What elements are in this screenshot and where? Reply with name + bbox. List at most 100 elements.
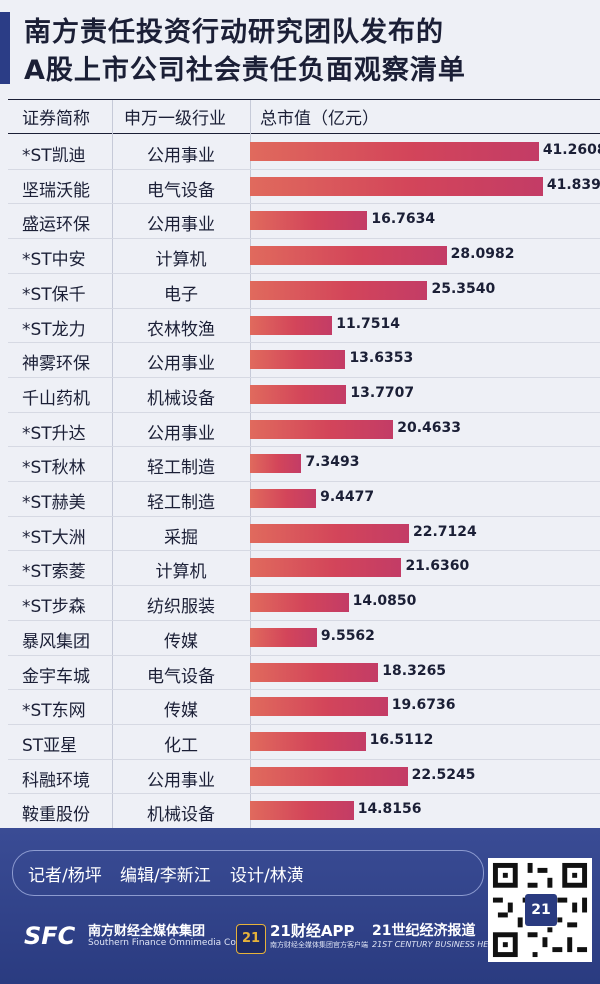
bar-value-label: 28.0982	[450, 246, 515, 263]
bar	[250, 662, 379, 682]
row-industry: 轻工制造	[147, 458, 215, 479]
row-divider	[8, 203, 600, 205]
title-accent-bar	[0, 12, 10, 84]
bar-value-label: 22.7124	[412, 523, 477, 540]
row-name: *ST升达	[22, 423, 86, 444]
row-name: *ST保千	[22, 284, 86, 305]
row-name: 鞍重股份	[22, 805, 90, 826]
sfc-name: 南方财经全媒体集团	[88, 924, 206, 939]
bar	[250, 593, 349, 613]
app-name: 21财经APP	[270, 922, 355, 940]
row-industry: 计算机	[155, 562, 207, 583]
bar	[250, 766, 408, 786]
bar-value-label: 18.3265	[382, 662, 447, 679]
row-divider	[8, 619, 600, 621]
bar-value-label: 13.6353	[349, 350, 414, 367]
bar	[250, 315, 333, 335]
row-name: 金宇车城	[22, 666, 90, 687]
bar-value-label: 41.2608	[542, 142, 600, 158]
bar	[250, 350, 346, 370]
row-name: 科融环境	[22, 770, 90, 791]
row-name: *ST东网	[22, 701, 86, 722]
row-industry: 电气设备	[147, 180, 215, 201]
bar	[250, 697, 388, 717]
row-industry: 轻工制造	[147, 493, 215, 513]
header-value: 总市值（亿元）	[260, 109, 379, 129]
table-top-rule	[8, 99, 600, 100]
row-industry: 传媒	[164, 701, 198, 722]
credit-designer: 设计/林潢	[230, 866, 304, 886]
bar	[250, 801, 354, 821]
row-name: ST亚星	[22, 735, 78, 756]
herald-english-name: 21ST CENTURY BUSINESS HERALD	[372, 940, 510, 949]
app-logo: 21	[236, 924, 266, 954]
row-name: *ST赫美	[22, 493, 86, 513]
bar	[250, 558, 402, 578]
bar-value-label: 7.3493	[305, 454, 360, 471]
row-industry: 采掘	[164, 527, 198, 548]
bar	[250, 731, 366, 751]
row-industry: 公用事业	[147, 770, 215, 791]
credit-editor: 编辑/李新江	[120, 866, 211, 886]
header-industry: 申万一级行业	[124, 109, 226, 129]
credits-box	[12, 850, 484, 896]
row-industry: 公用事业	[147, 423, 215, 444]
row-divider	[8, 723, 600, 725]
row-industry: 纺织服装	[147, 597, 215, 618]
bar	[250, 523, 409, 543]
row-name: 神雾环保	[22, 354, 90, 375]
row-divider	[8, 411, 600, 413]
bar-value-label: 16.7634	[371, 211, 436, 228]
row-divider	[8, 272, 600, 274]
row-name: 盛运环保	[22, 215, 90, 236]
row-divider	[8, 689, 600, 691]
bar	[250, 419, 394, 439]
herald-name: 21世纪经济报道	[372, 923, 476, 939]
sfc-english-name: Southern Finance Omnimedia Corp.	[88, 938, 249, 948]
bar-value-label: 16.5112	[369, 731, 434, 748]
row-industry: 公用事业	[147, 146, 215, 166]
table-header-rule	[8, 133, 600, 134]
bar-value-label: 19.6736	[391, 697, 456, 714]
row-industry: 计算机	[155, 250, 207, 271]
row-industry: 机械设备	[147, 388, 215, 409]
credit-reporter: 记者/杨坪	[28, 866, 102, 886]
row-divider	[8, 307, 600, 309]
row-name: 千山药机	[22, 388, 90, 409]
row-industry: 公用事业	[147, 354, 215, 375]
bar-value-label: 11.7514	[336, 315, 401, 332]
column-divider	[112, 100, 113, 828]
row-industry: 农林牧渔	[147, 319, 215, 340]
bar	[250, 176, 543, 196]
bar-value-label: 9.4477	[320, 489, 375, 505]
bar	[250, 454, 302, 474]
row-name: 坚瑞沃能	[22, 180, 90, 201]
bar	[250, 246, 447, 266]
row-name: *ST步森	[22, 597, 86, 618]
bar-value-label: 14.8156	[357, 801, 422, 818]
bar-value-label: 21.6360	[405, 558, 470, 575]
row-name: *ST索菱	[22, 562, 86, 583]
row-divider	[8, 793, 600, 795]
row-name: 暴风集团	[22, 631, 90, 652]
bar-value-label: 14.0850	[352, 593, 417, 610]
bar	[250, 280, 428, 300]
row-industry: 化工	[164, 735, 198, 756]
row-divider	[8, 481, 600, 482]
row-industry: 公用事业	[147, 215, 215, 236]
row-divider	[8, 376, 600, 378]
row-industry: 机械设备	[147, 805, 215, 826]
qr-badge: 21	[525, 894, 557, 926]
bar-value-label: 9.5562	[320, 627, 375, 644]
sfc-logo: SFC	[24, 922, 76, 950]
row-divider	[8, 758, 600, 760]
row-name: *ST中安	[22, 250, 86, 271]
row-divider	[8, 585, 600, 587]
row-divider	[8, 550, 600, 552]
header-name: 证券简称	[22, 109, 90, 129]
row-divider	[8, 238, 600, 240]
bar-value-label: 41.8394	[546, 176, 600, 193]
row-divider	[8, 168, 600, 170]
row-name: *ST大洲	[22, 527, 86, 548]
row-industry: 电气设备	[147, 666, 215, 687]
